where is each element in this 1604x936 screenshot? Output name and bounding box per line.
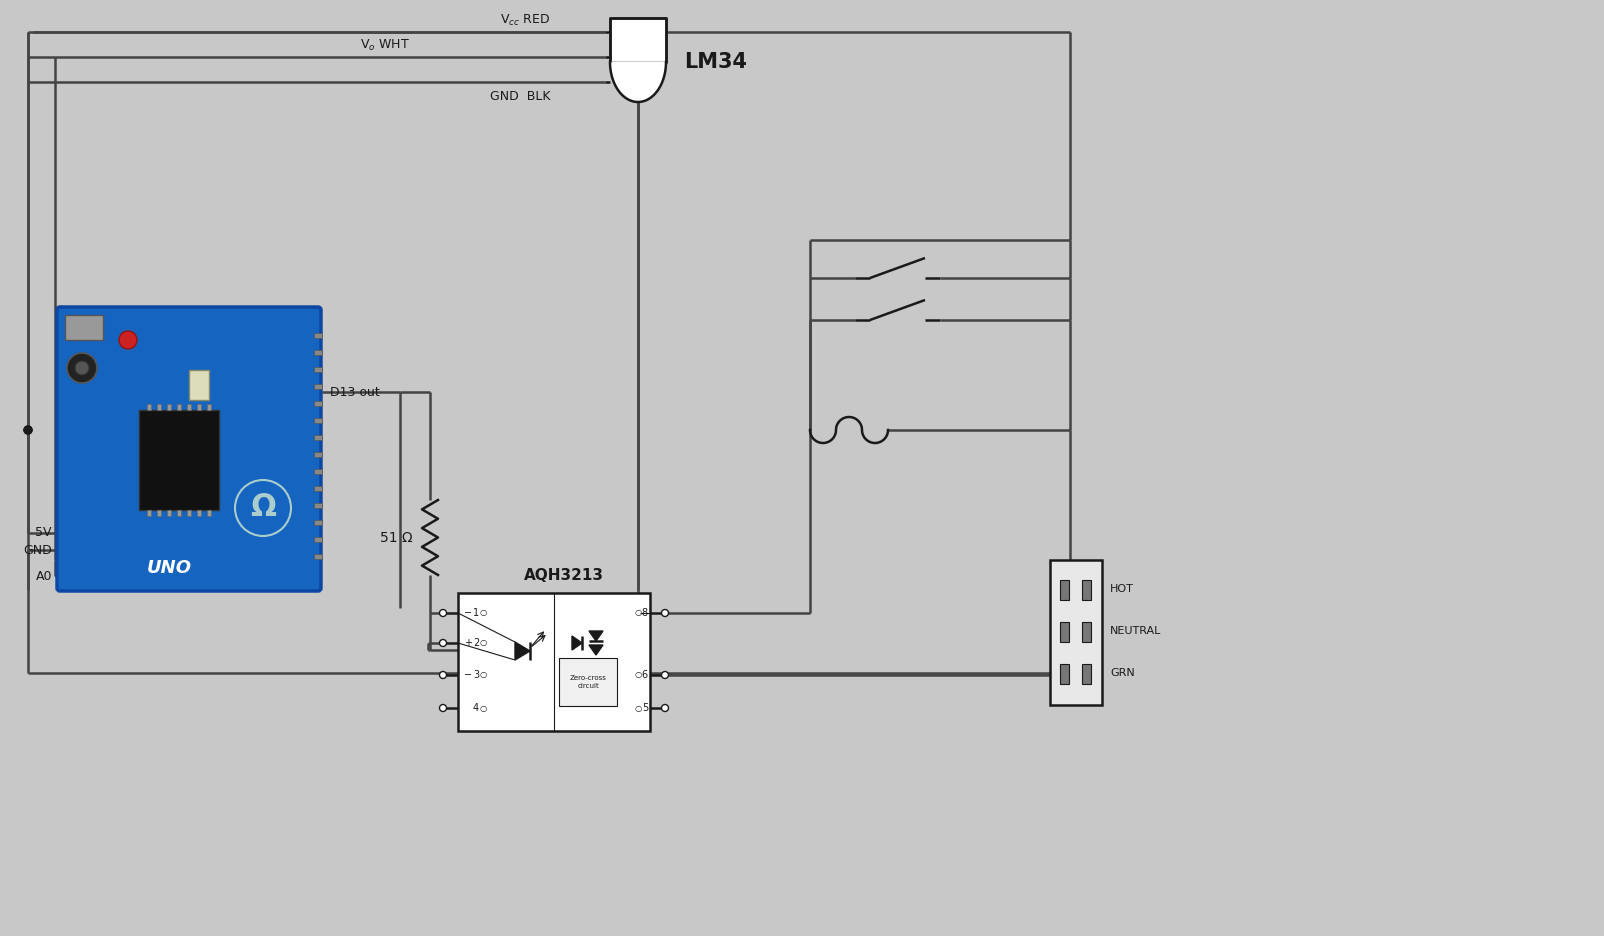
Bar: [610, 18, 666, 62]
FancyBboxPatch shape: [58, 307, 321, 591]
Bar: [197, 510, 200, 516]
Text: −: −: [464, 670, 472, 680]
Bar: [148, 510, 151, 516]
Polygon shape: [610, 62, 666, 102]
Text: AQH3213: AQH3213: [525, 567, 605, 582]
Text: 2: 2: [473, 638, 480, 648]
Bar: [314, 333, 322, 338]
Circle shape: [24, 426, 32, 434]
Circle shape: [75, 361, 88, 375]
Bar: [188, 510, 191, 516]
Text: Zero-cross
circuit: Zero-cross circuit: [569, 676, 606, 689]
Bar: [314, 350, 322, 355]
Bar: [148, 404, 151, 410]
Text: HOT: HOT: [1110, 584, 1134, 594]
Bar: [314, 469, 322, 474]
Polygon shape: [515, 642, 529, 660]
Bar: [314, 367, 322, 372]
Text: V$_o$ WHT: V$_o$ WHT: [359, 37, 411, 52]
Bar: [314, 418, 322, 423]
Text: ○: ○: [480, 638, 488, 648]
Bar: [167, 404, 172, 410]
Bar: [314, 435, 322, 440]
Bar: [1060, 622, 1068, 642]
Text: ○: ○: [480, 670, 488, 680]
Bar: [167, 510, 172, 516]
Text: UNO: UNO: [146, 559, 191, 577]
Polygon shape: [573, 636, 582, 650]
Bar: [314, 537, 322, 542]
Text: ○: ○: [480, 608, 488, 618]
Circle shape: [661, 609, 669, 617]
Bar: [157, 404, 160, 410]
Circle shape: [439, 639, 446, 647]
Text: 6: 6: [642, 670, 648, 680]
Text: ○: ○: [635, 670, 642, 680]
Circle shape: [24, 426, 32, 434]
Bar: [176, 404, 181, 410]
Text: NEUTRAL: NEUTRAL: [1110, 626, 1161, 636]
Text: 8: 8: [642, 608, 648, 618]
Bar: [189, 370, 209, 400]
Text: V$_{cc}$ RED: V$_{cc}$ RED: [500, 12, 550, 27]
Text: ○: ○: [635, 704, 642, 712]
Text: ○: ○: [635, 608, 642, 618]
Bar: [1060, 664, 1068, 684]
Text: −: −: [464, 608, 472, 618]
Bar: [66, 315, 103, 340]
Polygon shape: [589, 645, 603, 655]
Bar: [314, 452, 322, 457]
Bar: [1051, 560, 1102, 705]
Circle shape: [119, 331, 136, 349]
Circle shape: [236, 480, 290, 536]
Circle shape: [661, 671, 669, 679]
Text: GND  BLK: GND BLK: [489, 90, 550, 103]
Text: 5V: 5V: [35, 526, 51, 539]
Bar: [314, 384, 322, 389]
Bar: [197, 404, 200, 410]
Text: ○: ○: [480, 704, 488, 712]
Polygon shape: [589, 631, 603, 641]
Text: A0: A0: [35, 569, 51, 582]
Bar: [314, 486, 322, 491]
Bar: [157, 510, 160, 516]
Text: D13 out: D13 out: [330, 386, 380, 399]
Bar: [1083, 664, 1091, 684]
Text: 3: 3: [473, 670, 480, 680]
Circle shape: [661, 705, 669, 711]
Text: 1: 1: [473, 608, 480, 618]
Bar: [176, 510, 181, 516]
Bar: [1060, 580, 1068, 600]
Bar: [1083, 580, 1091, 600]
Text: +: +: [464, 638, 472, 648]
Text: 4: 4: [473, 703, 480, 713]
Bar: [560, 658, 618, 706]
Bar: [207, 510, 212, 516]
Text: 5: 5: [642, 703, 648, 713]
Bar: [314, 401, 322, 406]
Bar: [188, 404, 191, 410]
Text: LM34: LM34: [683, 52, 747, 72]
Bar: [459, 593, 650, 731]
Circle shape: [439, 705, 446, 711]
Text: Ω: Ω: [250, 493, 276, 522]
Bar: [314, 554, 322, 559]
Circle shape: [439, 671, 446, 679]
Bar: [207, 404, 212, 410]
Text: GND: GND: [22, 544, 51, 557]
Bar: [314, 520, 322, 525]
Bar: [314, 503, 322, 508]
Bar: [140, 410, 220, 510]
Text: GRN: GRN: [1110, 668, 1134, 678]
Circle shape: [439, 609, 446, 617]
Bar: [1083, 622, 1091, 642]
Circle shape: [67, 353, 96, 383]
Text: 51 Ω: 51 Ω: [380, 531, 412, 545]
